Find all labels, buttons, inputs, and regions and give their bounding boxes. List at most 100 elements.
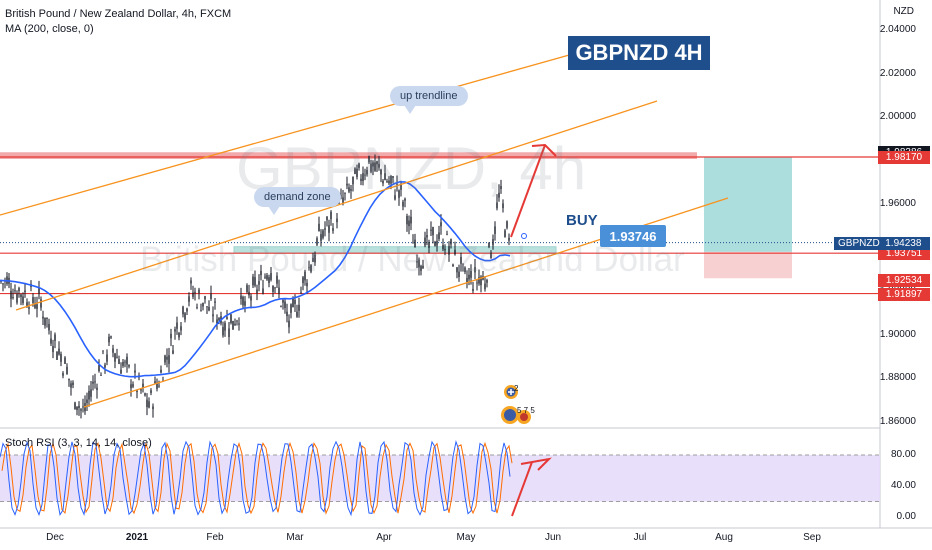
candle-body [392,176,394,178]
candle-body [282,300,284,303]
candle-body [78,405,80,409]
price-tag: 1.93751 [878,247,930,261]
candle-body [90,389,92,397]
candle-body [252,276,254,286]
candle-body [346,183,348,186]
candle-body [212,314,214,317]
candle-body [206,306,208,308]
candle-body [364,174,366,176]
candle-body [182,306,184,315]
candle-body [292,298,294,308]
candle-body [174,329,176,332]
candle-body [384,173,386,181]
stoch-rsi-legend[interactable]: Stoch RSI (3, 3, 14, 14, close) [5,437,152,449]
candle-body [218,317,220,321]
candle-body [422,265,424,269]
candle-body [124,361,126,363]
candle-body [408,220,410,227]
candle-body [304,271,306,281]
candle-body [280,305,282,307]
candle-body [134,370,136,373]
candle-body [446,233,448,235]
candle-body [368,155,370,163]
candle-body [234,323,236,325]
candle-body [16,294,18,303]
candle-body [158,385,160,387]
candle-body [188,296,190,302]
candle-body [428,241,430,248]
candle-body [66,366,68,374]
ma-200-line [0,180,511,378]
candle-body [342,197,344,203]
earnings-event-marker[interactable]: 2 [503,384,531,405]
candle-body [64,357,66,364]
candle-body [82,406,84,408]
candle-body [284,301,286,309]
candle-body [490,252,492,259]
time-tick-label: May [456,532,476,543]
candle-body [126,356,128,365]
candle-body [504,230,506,238]
candle-body [116,356,118,358]
event-count: 2 [514,384,519,393]
candle-body [436,240,438,246]
chart-title-banner: GBPNZD 4H [568,36,710,70]
candle-body [432,227,434,236]
candle-body [466,278,468,283]
price-tag: 1.98170 [878,150,930,164]
candle-body [22,296,24,304]
economic-event-marker[interactable]: 5 7 5 [500,404,538,431]
candle-body [36,304,38,309]
candle-body [18,288,20,292]
stoch-k-line [0,439,511,517]
stop-zone [704,251,792,279]
candle-body [274,287,276,289]
candle-body [226,317,228,319]
candle-body [298,304,300,311]
candle-body [238,323,240,325]
candle-body [404,198,406,201]
candle-body [442,244,444,250]
candle-body [420,266,422,271]
candle-body [426,235,428,238]
candle-body [80,409,82,411]
candle-body [74,402,76,410]
candle-body [440,222,442,227]
candle-body [222,327,224,336]
price-tick-label: 1.88000 [879,372,916,384]
candle-body [502,203,504,209]
candle-body [94,381,96,383]
price-tick-label: 1.96000 [879,198,916,210]
candle-body [398,190,400,198]
candle-body [216,319,218,325]
candle-body [72,382,74,386]
candle-body [438,232,440,240]
candle-body [500,186,502,189]
candle-body [58,348,60,355]
candle-body [336,218,338,223]
candle-body [110,336,112,338]
forecast-arrow [510,144,546,238]
candle-body [380,169,382,175]
candle-body [186,308,188,312]
candle-body [476,282,478,284]
candle-body [454,249,456,255]
candle-body [366,169,368,175]
candle-body [354,168,356,174]
candle-body [236,320,238,322]
candle-body [232,320,234,330]
candle-body [128,365,130,367]
candle-body [508,237,510,241]
candle-body [246,285,248,293]
price-tick-label: 1.86000 [879,416,916,427]
candle-body [400,184,402,190]
candle-body [412,242,414,244]
candle-body [118,359,120,364]
flag-icon [501,406,531,424]
price-tick-label: 1.90000 [879,328,916,340]
channel-upper-line [0,42,613,216]
indicator-legend-ma[interactable]: MA (200, close, 0) [5,23,94,35]
symbol-title[interactable]: British Pound / New Zealand Dollar, 4h, … [5,8,232,20]
